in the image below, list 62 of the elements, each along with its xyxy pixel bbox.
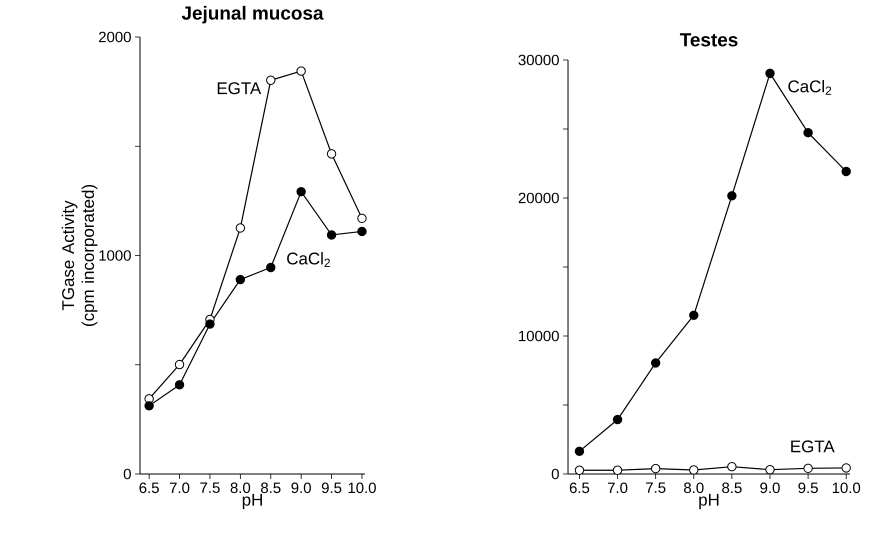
x-tick-label: 9.5 xyxy=(798,482,818,494)
point xyxy=(574,446,584,456)
y-tick-label: 1000 xyxy=(99,250,131,261)
x-tick-label: 9.5 xyxy=(322,482,342,494)
x-tick-label: 6.5 xyxy=(570,482,590,494)
y-tick-label: 30000 xyxy=(518,54,559,66)
x-tick-label: 6.5 xyxy=(140,482,159,494)
point xyxy=(326,230,336,240)
x-tick-label: 10.0 xyxy=(832,482,860,494)
point xyxy=(296,186,306,196)
point xyxy=(650,358,660,368)
x-tick-label: 9.0 xyxy=(291,482,311,494)
x-tick-label: 8.0 xyxy=(684,482,704,494)
y-tick-label: 0 xyxy=(124,468,131,480)
point xyxy=(803,464,813,474)
point xyxy=(727,191,737,200)
point xyxy=(266,262,276,272)
series-label: CaCl$_{2}$ xyxy=(287,252,330,267)
chart-title: Jejunal mucosa xyxy=(182,6,324,24)
point xyxy=(612,466,622,475)
x-tick-label: 8.0 xyxy=(230,482,250,494)
point xyxy=(357,226,367,236)
point xyxy=(650,464,660,474)
chart-title: Testes xyxy=(680,33,738,46)
point xyxy=(326,149,336,159)
point xyxy=(174,380,184,390)
series-label: EGTA xyxy=(218,82,262,94)
x-tick-label: 7.5 xyxy=(646,482,666,493)
point xyxy=(174,360,184,370)
x-tick-label: 8.5 xyxy=(722,482,742,494)
x-tick-label: 7.0 xyxy=(608,482,628,494)
x-tick-label: 8.5 xyxy=(261,482,281,494)
point xyxy=(574,466,584,475)
x-tick-label: 9.0 xyxy=(760,482,780,494)
x-tick-label: 7.5 xyxy=(200,482,220,493)
point xyxy=(296,66,306,76)
point xyxy=(266,76,276,85)
y-axis-title: TGase Activity (cpm incorporated) xyxy=(62,185,98,326)
point xyxy=(205,319,215,329)
series-label: EGTA xyxy=(791,440,835,452)
point xyxy=(612,414,622,424)
point xyxy=(841,463,851,473)
y-tick-label: 20000 xyxy=(518,192,559,204)
y-tick-label: 10000 xyxy=(519,330,559,342)
point xyxy=(144,401,154,411)
point xyxy=(727,462,737,472)
point xyxy=(803,128,813,138)
y-tick-label: 0 xyxy=(552,468,559,480)
series-label: CaCl$_{2}$ xyxy=(788,80,832,95)
point xyxy=(841,166,851,176)
point xyxy=(765,68,775,78)
point xyxy=(689,310,698,320)
point xyxy=(765,465,775,474)
x-tick-label: 7.0 xyxy=(170,482,190,494)
point xyxy=(357,214,367,224)
x-axis-title: pH xyxy=(699,494,718,510)
point xyxy=(689,465,698,475)
y-tick-label: 2000 xyxy=(98,32,131,42)
x-axis-title: pH xyxy=(242,494,262,510)
point xyxy=(236,223,246,233)
x-tick-label: 10.0 xyxy=(348,482,376,494)
point xyxy=(236,274,246,284)
